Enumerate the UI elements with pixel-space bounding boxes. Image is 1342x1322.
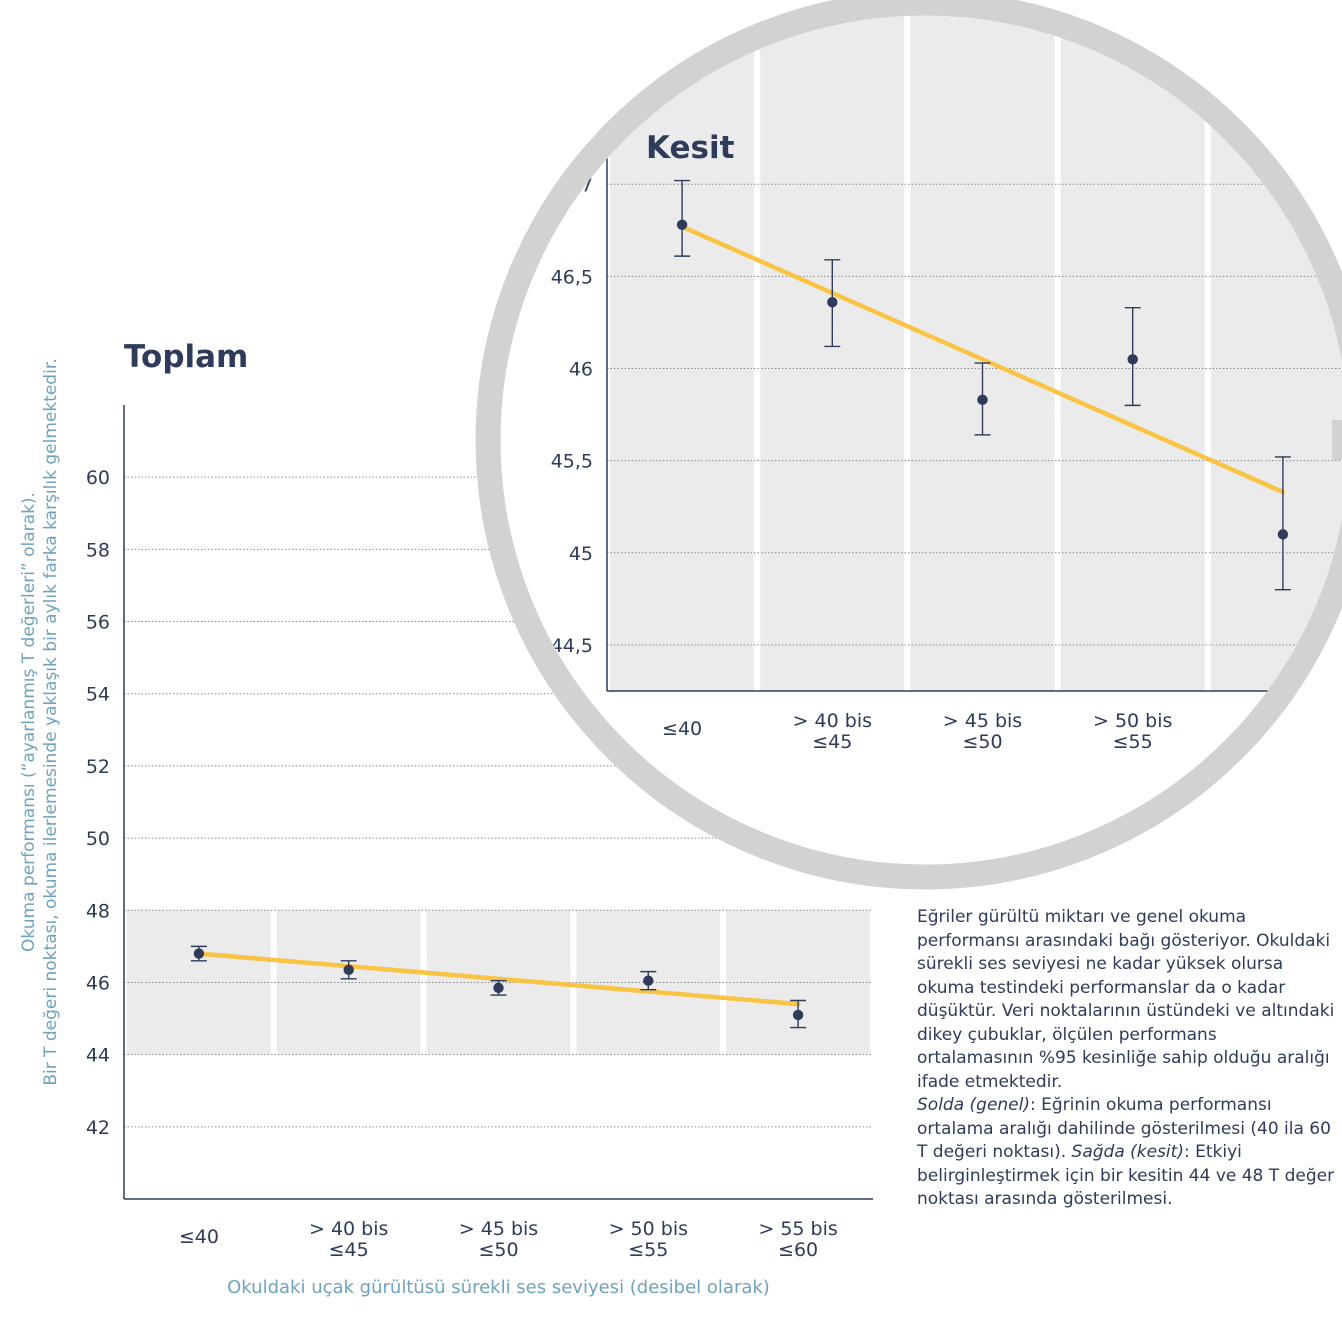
background-band xyxy=(760,15,905,691)
y-axis-label-line2: Bir T değeri noktası, okuma ilerlemesind… xyxy=(41,358,61,1086)
data-point xyxy=(676,219,688,231)
y-tick-label: 56 xyxy=(86,612,110,634)
y-tick-label: 52 xyxy=(86,756,110,778)
caption-left-text: : Eğrinin okuma performansı ortalama ara… xyxy=(917,1095,1331,1162)
caption-detail: Solda (genel): Eğrinin okuma performansı… xyxy=(917,1094,1337,1212)
x-tick-label: ≤40 xyxy=(179,1226,219,1248)
x-tick-label: > 40 bis xyxy=(309,1218,388,1240)
x-tick-label: ≤45 xyxy=(329,1239,369,1261)
x-tick-label: ≤60 xyxy=(778,1239,818,1261)
y-tick-label: 44 xyxy=(86,1045,110,1067)
x-tick-label: > 40 bis xyxy=(793,710,872,732)
caption: Eğriler gürültü miktarı ve genel okuma p… xyxy=(917,906,1337,1303)
chart-title: Kesit xyxy=(646,130,735,166)
data-point xyxy=(1127,354,1138,365)
y-axis-label-line1: Okuma performansı (“ayarlanmış T değerle… xyxy=(19,492,39,952)
caption-paragraph: Eğriler gürültü miktarı ve genel okuma p… xyxy=(917,907,1335,1092)
x-tick-label: > 50 bis xyxy=(1093,710,1172,732)
y-axis-label: Okuma performansı (“ayarlanmış T değerle… xyxy=(18,122,62,1322)
x-tick-label: ≤45 xyxy=(812,731,852,753)
y-tick-label: 42 xyxy=(86,1117,110,1139)
y-tick-label: 50 xyxy=(86,828,110,850)
chart-title: Toplam xyxy=(124,339,248,375)
x-tick-label: ≤55 xyxy=(1113,731,1153,753)
caption-right-text: : Etkiyi belirginleştirmek için bir kesi… xyxy=(917,1142,1335,1209)
lens-handle xyxy=(1332,420,1342,460)
trend-line xyxy=(196,951,801,1007)
y-tick-label: 45 xyxy=(569,543,593,565)
data-point xyxy=(827,296,838,308)
data-point xyxy=(1277,529,1289,540)
y-tick-label: 46,5 xyxy=(551,266,593,288)
y-tick-label: 48 xyxy=(86,900,110,922)
caption-right-label: Sağda (kesit) xyxy=(1071,1142,1184,1162)
x-tick-label: ≤50 xyxy=(962,731,1002,753)
caption-left-label: Solda (genel) xyxy=(917,1095,1030,1115)
data-point xyxy=(343,964,354,976)
lens-ring xyxy=(475,0,1342,890)
x-tick-label: ≤55 xyxy=(628,1239,668,1261)
data-point xyxy=(643,975,654,986)
x-tick-label: > 50 bis xyxy=(609,1218,688,1240)
y-tick-label: 46 xyxy=(86,972,110,994)
y-tick-label: 58 xyxy=(86,539,110,561)
data-point xyxy=(792,1009,804,1021)
y-tick-label: 44,5 xyxy=(551,635,593,657)
y-tick-label: 54 xyxy=(86,684,110,706)
x-tick-label: ≤50 xyxy=(478,1239,518,1261)
y-tick-label: 45,5 xyxy=(551,451,593,473)
x-tick-label: > 55 bis xyxy=(758,1218,837,1240)
x-tick-label: > 45 bis xyxy=(943,710,1022,732)
data-point xyxy=(193,948,205,959)
trend-line xyxy=(679,224,1286,495)
background-band xyxy=(910,15,1055,691)
y-tick-label: 46 xyxy=(569,359,593,381)
data-point xyxy=(977,394,988,406)
x-tick-label: ≤40 xyxy=(662,718,702,740)
x-axis-label: Okuldaki uçak gürültüsü sürekli ses sevi… xyxy=(227,1277,770,1298)
x-tick-label: > 45 bis xyxy=(459,1218,538,1240)
data-point xyxy=(493,982,504,994)
y-tick-label: 60 xyxy=(86,467,110,489)
background-band xyxy=(1210,15,1342,691)
